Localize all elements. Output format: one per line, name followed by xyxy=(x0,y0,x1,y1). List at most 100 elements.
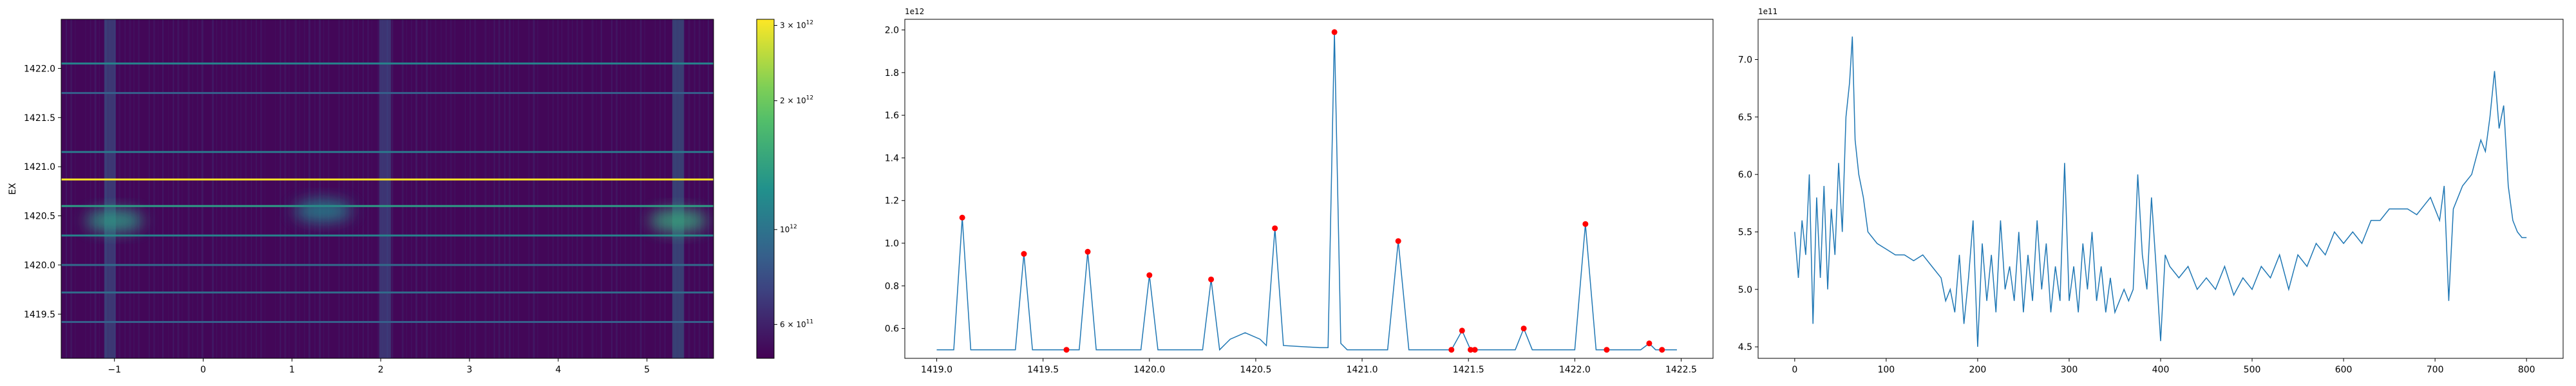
heatmap-streak xyxy=(196,19,198,358)
y-tick-label: 0.8 xyxy=(885,281,899,291)
heatmap-streak xyxy=(683,19,685,358)
heatmap-streak xyxy=(421,19,423,358)
y-tick-label: 1419.5 xyxy=(24,309,55,320)
heatmap-streak xyxy=(275,19,276,358)
heatmap-streak xyxy=(537,19,538,358)
heatmap-streak xyxy=(284,19,287,358)
heatmap-streak xyxy=(688,19,690,358)
heatmap-streak xyxy=(406,19,407,358)
heatmap-streak xyxy=(518,19,520,358)
heatmap-streak xyxy=(513,19,515,358)
series-line xyxy=(936,32,1677,351)
plot-frame xyxy=(904,19,1714,359)
peak-marker xyxy=(1472,347,1478,353)
heatmap-horizontal-line xyxy=(61,92,714,95)
heatmap-streak xyxy=(66,19,68,358)
plot-frame xyxy=(1757,19,2564,359)
heatmap-vertical-band xyxy=(104,19,116,358)
heatmap-streak xyxy=(138,19,140,358)
y-axis-label: EX xyxy=(8,183,18,195)
peak-marker xyxy=(1063,347,1070,353)
heatmap-streak xyxy=(153,19,155,358)
heatmap-streak xyxy=(465,19,466,358)
peak-marker xyxy=(1646,340,1653,347)
heatmap-streak xyxy=(410,19,412,358)
x-tick-label: 3 xyxy=(467,365,473,375)
heatmap-streak xyxy=(231,19,233,358)
y-tick-label: 1421.5 xyxy=(24,113,55,124)
x-tick-label: 800 xyxy=(2518,365,2535,375)
heatmap-blob xyxy=(649,209,707,233)
peaks-line-panel: 1419.0 1419.5 1420.0 1420.5 1421.0 1421.5 1422… xyxy=(885,7,1714,375)
heatmap-streak xyxy=(415,19,418,358)
y-offset-label: 1e12 xyxy=(905,7,924,16)
x-tick-label: 1422.0 xyxy=(1559,365,1591,375)
heatmap-streak xyxy=(707,19,709,358)
y-tick-label: 1.0 xyxy=(885,239,899,249)
heatmap-panel: −1 0 1 2 3 4 5 1419.5 1420.0 1420.5 1421.0 1421.5 14… xyxy=(8,19,714,375)
heatmap-streak xyxy=(635,19,637,358)
x-tick-label: 200 xyxy=(1969,365,1987,375)
heatmap-streak xyxy=(279,19,281,358)
heatmap-streak xyxy=(236,19,238,358)
heatmap-streak xyxy=(630,19,632,358)
heatmap-image xyxy=(61,19,714,358)
y-tick-label: 1420.5 xyxy=(24,212,55,222)
x-tick-label: 1419.5 xyxy=(1027,365,1059,375)
x-tick-label: 400 xyxy=(2152,365,2170,375)
heatmap-horizontal-line xyxy=(61,234,714,237)
series-line xyxy=(1794,36,2527,347)
heatmap-streak xyxy=(357,19,359,358)
heatmap-streak xyxy=(484,19,487,358)
y-tick-label: 7.0 xyxy=(1738,55,1752,66)
heatmap-streak xyxy=(308,19,310,358)
heatmap-streak xyxy=(177,19,180,358)
x-tick-label: −1 xyxy=(108,365,121,375)
heatmap-streak xyxy=(698,19,701,358)
heatmap-streak xyxy=(664,19,667,358)
heatmap-streak xyxy=(391,19,393,358)
heatmap-streak xyxy=(162,19,164,358)
peak-marker xyxy=(1604,347,1610,353)
heatmap-streak xyxy=(314,19,316,358)
heatmap-streak xyxy=(118,19,121,358)
x-tick-label: 1422.5 xyxy=(1665,365,1697,375)
y-tick-label: 2.0 xyxy=(885,26,899,36)
heatmap-streak xyxy=(493,19,495,358)
heatmap-streak xyxy=(659,19,661,358)
heatmap-streak xyxy=(430,19,431,358)
peak-marker xyxy=(1520,326,1527,332)
y-tick-label: 0.6 xyxy=(885,324,899,335)
y-tick-label: 1422.0 xyxy=(24,64,55,74)
heatmap-streak xyxy=(90,19,91,358)
heatmap-streak xyxy=(289,19,290,358)
y-tick-label: 5.5 xyxy=(1738,227,1752,237)
peak-marker xyxy=(1468,347,1473,353)
y-tick-label: 6.5 xyxy=(1738,113,1752,123)
x-tick-label: 0 xyxy=(200,365,206,375)
heatmap-streak xyxy=(445,19,447,358)
x-tick-label: 1421.0 xyxy=(1347,365,1378,375)
heatmap-streak xyxy=(240,19,242,358)
heatmap-streak xyxy=(703,19,704,358)
heatmap-streak xyxy=(201,19,204,358)
heatmap-streak xyxy=(319,19,321,358)
heatmap-frame xyxy=(61,19,714,359)
heatmap-streak xyxy=(620,19,621,358)
heatmap-streak xyxy=(216,19,218,358)
heatmap-streak xyxy=(616,19,618,358)
heatmap-streak xyxy=(70,19,73,358)
heatmap-streak xyxy=(251,19,252,358)
peak-marker xyxy=(1021,251,1027,257)
heatmap-streak xyxy=(168,19,169,358)
x-tick-label: 1420.0 xyxy=(1133,365,1165,375)
heatmap-streak xyxy=(363,19,365,358)
x-tick-label: 0 xyxy=(1792,365,1797,375)
heatmap-streak xyxy=(377,19,380,358)
heatmap-horizontal-line xyxy=(61,151,714,153)
heatmap-streak xyxy=(338,19,340,358)
sequence-line-panel: 0 100 200 300 400 500 600 700 800 4.5 5.0 5.5 6.0 6.5… xyxy=(1738,7,2564,375)
y-tick-label: 1.4 xyxy=(885,153,899,163)
heatmap-streak xyxy=(498,19,500,358)
colorbar-tick-label: 2 × 1012 xyxy=(780,95,813,106)
